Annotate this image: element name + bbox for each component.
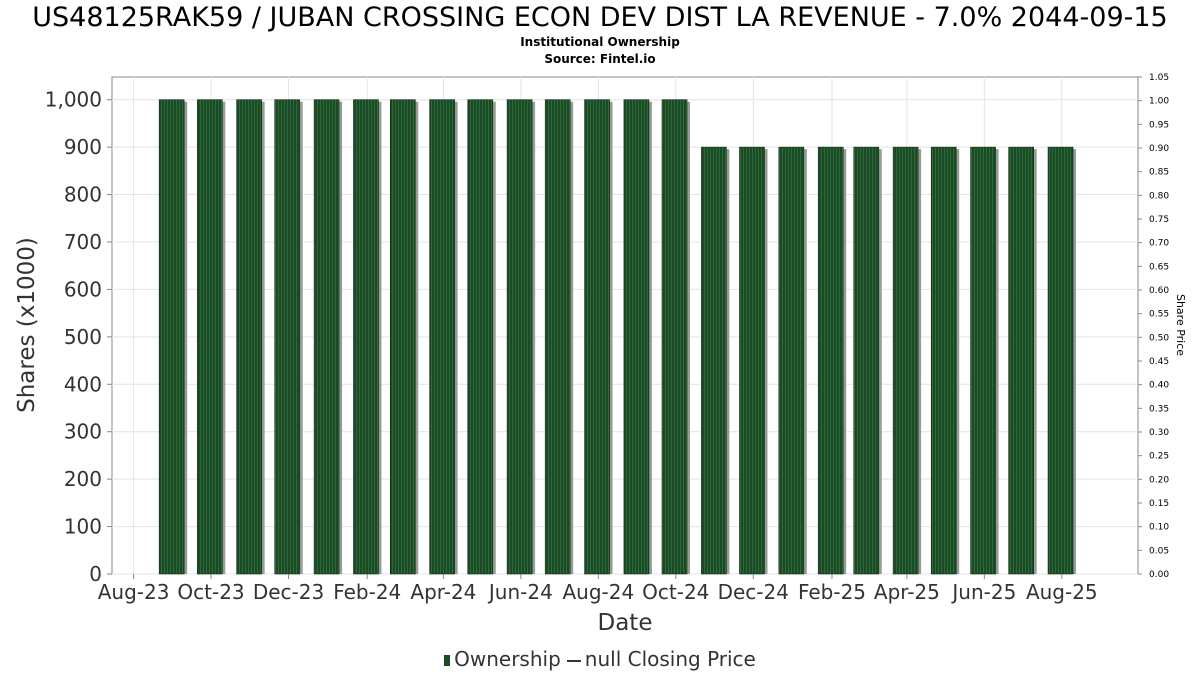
chart-title: US48125RAK59 / JUBAN CROSSING ECON DEV D… xyxy=(32,2,1168,33)
ownership-bar xyxy=(853,146,880,575)
ownership-bar xyxy=(1008,146,1034,575)
x-tick-label: Dec-23 xyxy=(253,580,324,604)
ownership-bar xyxy=(623,99,650,575)
legend-ownership-label: Ownership xyxy=(454,647,561,671)
y2-tick-label: 0.85 xyxy=(1149,168,1169,178)
ownership-bar xyxy=(429,99,455,575)
ownership-bar xyxy=(158,99,185,575)
x-tick-label: Apr-24 xyxy=(410,580,476,604)
ownership-bar xyxy=(236,99,262,575)
y2-tick-label: 0.25 xyxy=(1149,452,1169,462)
ownership-bar xyxy=(196,99,223,575)
ownership-bar xyxy=(506,99,533,575)
x-tick-label: Jun-25 xyxy=(950,580,1016,604)
y2-tick-label: 0.60 xyxy=(1149,286,1169,296)
y-tick-label: 800 xyxy=(64,183,102,207)
y2-tick-label: 0.30 xyxy=(1149,428,1169,438)
y2-tick-label: 0.80 xyxy=(1149,191,1169,201)
x-tick-label: Feb-24 xyxy=(333,580,401,604)
y-tick-label: 300 xyxy=(64,420,102,444)
y2-tick-label: 0.40 xyxy=(1149,381,1169,391)
y2-tick-label: 0.05 xyxy=(1149,546,1169,556)
ownership-bar xyxy=(544,99,571,575)
legend-price-label: null Closing Price xyxy=(584,647,756,671)
y2-tick-label: 0.20 xyxy=(1149,475,1169,485)
x-axis-ticks: Aug-23 Oct-23 Dec-23 Feb-24 Apr-24 Jun-24 Aug-… xyxy=(98,574,1098,604)
y-tick-label: 200 xyxy=(64,467,102,491)
legend-ownership-swatch xyxy=(444,655,451,666)
ownership-bar xyxy=(817,146,844,575)
y2-tick-label: 0.35 xyxy=(1149,404,1169,414)
legend-price-swatch xyxy=(566,659,581,662)
ownership-bar xyxy=(584,99,610,575)
ownership-bar xyxy=(970,146,996,575)
x-tick-label: Oct-24 xyxy=(642,580,709,604)
ownership-bar xyxy=(1047,146,1074,575)
y2-tick-label: 0.45 xyxy=(1149,357,1169,367)
y-tick-label: 400 xyxy=(64,372,102,396)
ownership-bar xyxy=(274,99,301,575)
y-tick-label: 100 xyxy=(64,515,102,539)
y2-tick-label: 0.10 xyxy=(1149,523,1169,533)
ownership-bar xyxy=(313,99,340,575)
x-tick-label: Apr-25 xyxy=(874,580,940,604)
x-tick-label: Oct-23 xyxy=(177,580,244,604)
y-tick-label: 1,000 xyxy=(45,88,102,112)
ownership-bar xyxy=(930,146,957,575)
ownership-bar xyxy=(467,99,494,575)
y2-tick-label: 1.05 xyxy=(1149,73,1169,83)
y2-tick-label: 0.75 xyxy=(1149,215,1169,225)
legend: Ownership null Closing Price xyxy=(0,647,1200,671)
chart-source: Source: Fintel.io xyxy=(544,52,656,66)
x-tick-label: Dec-24 xyxy=(718,580,789,604)
x-tick-label: Aug-25 xyxy=(1026,580,1098,604)
y2-tick-label: 0.55 xyxy=(1149,310,1169,320)
x-tick-label: Jun-24 xyxy=(487,580,553,604)
y-axis-ticks: 0 100 200 300 400 500 600 700 800 900 1,000 xyxy=(45,88,112,586)
ownership-bar xyxy=(661,99,688,575)
ownership-bar xyxy=(701,146,727,575)
ownership-bar xyxy=(353,99,379,575)
y-axis-title: Shares (x1000) xyxy=(14,237,40,413)
y-tick-label: 0 xyxy=(89,562,102,586)
y2-axis-title: Share Price xyxy=(1174,294,1187,356)
ownership-bar xyxy=(778,146,805,575)
y2-axis-ticks: 0.00 0.05 0.10 0.15 0.20 0.25 0.30 0.35 0.40 0.45… xyxy=(1138,73,1169,580)
ownership-bar xyxy=(892,146,919,575)
y2-tick-label: 1.00 xyxy=(1149,97,1169,107)
y-tick-label: 700 xyxy=(64,230,102,254)
x-tick-label: Aug-23 xyxy=(98,580,170,604)
y-tick-label: 500 xyxy=(64,325,102,349)
chart-subtitle: Institutional Ownership xyxy=(520,35,680,49)
y-tick-label: 900 xyxy=(64,135,102,159)
y2-tick-label: 0.65 xyxy=(1149,262,1169,272)
y-tick-label: 600 xyxy=(64,277,102,301)
y2-tick-label: 0.95 xyxy=(1149,120,1169,130)
ownership-bar xyxy=(389,99,416,575)
y2-tick-label: 0.70 xyxy=(1149,239,1169,249)
x-tick-label: Aug-24 xyxy=(562,580,634,604)
y2-tick-label: 0.90 xyxy=(1149,144,1169,154)
x-axis-title: Date xyxy=(598,610,653,636)
y2-tick-label: 0.50 xyxy=(1149,333,1169,343)
y2-tick-label: 0.15 xyxy=(1149,499,1169,509)
ownership-bar xyxy=(739,146,765,575)
y2-tick-label: 0.00 xyxy=(1149,570,1169,580)
x-tick-label: Feb-25 xyxy=(798,580,866,604)
bars xyxy=(158,99,1077,575)
